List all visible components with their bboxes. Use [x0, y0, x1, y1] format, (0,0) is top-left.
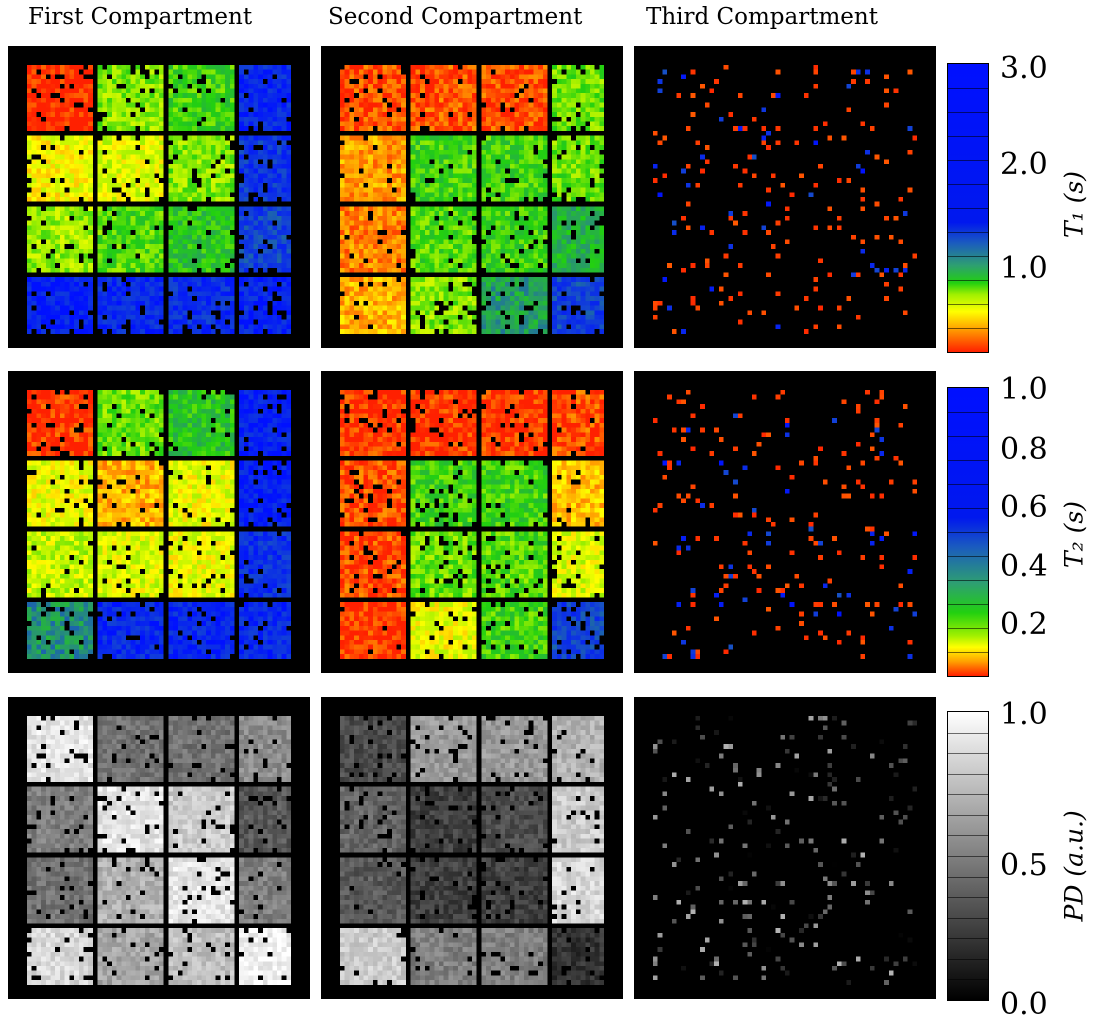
column-title-first: First Compartment	[28, 4, 253, 30]
colorbar-t2-tick: 0.8	[1000, 432, 1048, 467]
map-t2-third	[634, 371, 936, 673]
map-pd-third	[634, 697, 936, 999]
colorbar-segment-line	[948, 232, 988, 233]
map-t1-second	[321, 46, 623, 348]
column-title-third: Third Compartment	[646, 4, 878, 30]
map-t1-third	[634, 46, 936, 348]
colorbar-segment-line	[948, 580, 988, 581]
colorbar-t2	[947, 387, 989, 677]
colorbar-t1	[947, 63, 989, 353]
colorbar-segment-line	[948, 412, 988, 413]
colorbar-segment-line	[948, 979, 988, 981]
colorbar-segment-line	[948, 280, 988, 281]
map-pd-first	[8, 697, 310, 999]
colorbar-t2-tick: 1.0	[1000, 372, 1048, 407]
colorbar-segment-line	[948, 328, 988, 329]
map-t1-first	[8, 46, 310, 348]
colorbar-segment-line	[948, 508, 988, 509]
map-t2-first	[8, 371, 310, 673]
colorbar-segment-line	[948, 732, 988, 734]
colorbar-t2-tick: 0.6	[1000, 490, 1048, 525]
colorbar-t1-tick: 1.0	[1000, 251, 1048, 286]
colorbar-segment-line	[948, 897, 988, 899]
colorbar-segment-line	[948, 184, 988, 185]
colorbar-segment-line	[948, 112, 988, 113]
colorbar-segment-line	[948, 88, 988, 89]
colorbar-segment-line	[948, 958, 988, 960]
colorbar-t2-tick: 0.2	[1000, 607, 1048, 642]
colorbar-t1-label: T₁ (s)	[1059, 171, 1089, 238]
colorbar-segment-line	[948, 160, 988, 161]
colorbar-segment-line	[948, 532, 988, 533]
colorbar-t2-label: T₂ (s)	[1059, 501, 1089, 568]
colorbar-segment-line	[948, 436, 988, 437]
colorbar-pd	[947, 711, 989, 1001]
colorbar-t1-tick: 3.0	[1000, 51, 1048, 86]
colorbar-segment-line	[948, 917, 988, 919]
colorbar-t2-tick: 0.4	[1000, 549, 1048, 584]
colorbar-segment-line	[948, 556, 988, 557]
column-title-second: Second Compartment	[328, 4, 583, 30]
colorbar-segment-line	[948, 256, 988, 257]
colorbar-segment-line	[948, 938, 988, 940]
colorbar-segment-line	[948, 856, 988, 857]
colorbar-segment-line	[948, 835, 988, 837]
colorbar-segment-line	[948, 652, 988, 653]
colorbar-pd-tick: 1.0	[1000, 697, 1048, 732]
colorbar-segment-line	[948, 304, 988, 305]
colorbar-segment-line	[948, 136, 988, 137]
colorbar-segment-line	[948, 208, 988, 209]
colorbar-segment-line	[948, 753, 988, 755]
map-t2-second	[321, 371, 623, 673]
colorbar-segment-line	[948, 773, 988, 775]
colorbar-segment-line	[948, 814, 988, 816]
colorbar-segment-line	[948, 460, 988, 461]
colorbar-pd-tick: 0.0	[1000, 987, 1048, 1022]
colorbar-segment-line	[948, 794, 988, 796]
colorbar-pd-tick: 0.5	[1000, 848, 1048, 883]
colorbar-segment-line	[948, 628, 988, 629]
colorbar-segment-line	[948, 604, 988, 605]
map-pd-second	[321, 697, 623, 999]
colorbar-segment-line	[948, 484, 988, 485]
colorbar-pd-label: PD (a.u.)	[1059, 810, 1089, 922]
colorbar-t1-tick: 2.0	[1000, 147, 1048, 182]
colorbar-segment-line	[948, 876, 988, 878]
